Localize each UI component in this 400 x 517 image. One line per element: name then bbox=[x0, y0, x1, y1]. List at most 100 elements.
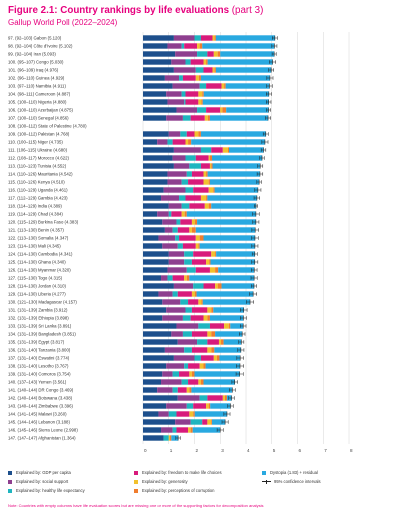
bar-segment-health bbox=[194, 35, 201, 41]
bar-segment-generosity bbox=[224, 323, 229, 329]
country-label: 119. (114–129) Chad (4.384) bbox=[8, 212, 63, 217]
bar-segment-freedom bbox=[203, 67, 213, 73]
country-label: 117. (112–129) Gambia (4.423) bbox=[8, 196, 68, 201]
legend-swatch-health bbox=[8, 488, 12, 493]
bar-segment-gdp bbox=[143, 115, 167, 121]
x-tick-label: 1 bbox=[170, 448, 173, 453]
country-label: 123. (114–130) Mali (4.345) bbox=[8, 244, 61, 249]
bar-segment-social bbox=[162, 315, 183, 321]
bar-segment-freedom bbox=[191, 259, 207, 265]
bar-segment-corruption bbox=[211, 347, 215, 353]
bar-segment-gdp bbox=[143, 195, 162, 201]
bar-segment-health bbox=[186, 403, 194, 409]
bar-segment-gdp bbox=[143, 235, 159, 241]
bar-segment-health bbox=[185, 307, 192, 313]
bar-segment-dystopia bbox=[211, 203, 257, 209]
bar-segment-freedom bbox=[186, 131, 195, 137]
bar-segment-gdp bbox=[143, 107, 177, 113]
country-label: 104. (98–111) Cameroon (4.887) bbox=[8, 92, 71, 97]
bar-segment-corruption bbox=[209, 155, 213, 161]
bar-segment-generosity bbox=[207, 419, 212, 425]
bar-segment-dystopia bbox=[214, 347, 241, 353]
bar-segment-dystopia bbox=[223, 339, 242, 345]
legend-swatch-corruption bbox=[134, 488, 138, 493]
bar-segment-dystopia bbox=[191, 387, 233, 393]
bar-segment-generosity bbox=[213, 355, 217, 361]
bar-segment-freedom bbox=[200, 163, 210, 169]
bar-segment-gdp bbox=[143, 339, 178, 345]
bar-segment-corruption bbox=[214, 67, 216, 73]
bar-segment-dystopia bbox=[194, 411, 227, 417]
bar-segment-dystopia bbox=[207, 171, 260, 177]
footnote: Note: Countries with empty columns have … bbox=[8, 503, 264, 508]
bar-segment-gdp bbox=[143, 299, 163, 305]
country-label: 115. (110–126) Kenya (4.510) bbox=[8, 180, 65, 185]
country-label: 101. (96–109) Iraq (4.976) bbox=[8, 68, 59, 73]
bar-segment-generosity bbox=[200, 195, 207, 201]
bar-segment-social bbox=[157, 211, 169, 217]
bar-segment-corruption bbox=[224, 395, 227, 401]
bar-segment-dystopia bbox=[216, 251, 255, 257]
bar-segment-dystopia bbox=[202, 43, 275, 49]
country-label: 143. (140–144) Zimbabwe (3.396) bbox=[8, 404, 74, 409]
bar-segment-freedom bbox=[207, 339, 219, 345]
bar-segment-freedom bbox=[206, 107, 221, 113]
legend-swatch-generosity bbox=[134, 479, 138, 484]
bar-segment-gdp bbox=[143, 347, 165, 353]
bar-segment-freedom bbox=[190, 115, 205, 121]
bar-segment-health bbox=[179, 195, 186, 201]
bar-segment-generosity bbox=[198, 91, 203, 97]
bar-segment-freedom bbox=[188, 179, 204, 185]
bar-segment-gdp bbox=[143, 243, 163, 249]
bar-segment-dystopia bbox=[202, 99, 269, 105]
country-label: 141. (140–144) DR Congo (3.469) bbox=[8, 388, 74, 393]
bar-segment-corruption bbox=[217, 51, 221, 57]
bar-segment-health bbox=[200, 147, 212, 153]
country-label: 125. (114–130) Ghana (4.340) bbox=[8, 260, 66, 265]
bar-segment-social bbox=[172, 155, 186, 161]
bar-segment-generosity bbox=[209, 267, 216, 273]
country-label: 136. (131–140) Tanzania (3.800) bbox=[8, 348, 71, 353]
country-label: 103. (97–110) Namibia (4.911) bbox=[8, 84, 66, 89]
bar-segment-social bbox=[167, 267, 187, 273]
bar-segment-corruption bbox=[193, 411, 195, 417]
legend-item-gdp: Explained by: GDP per capita bbox=[8, 470, 134, 475]
bar-segment-generosity bbox=[189, 227, 192, 233]
bar-segment-social bbox=[158, 411, 169, 417]
bar-segment-generosity bbox=[203, 171, 207, 177]
bar-segment-generosity bbox=[189, 411, 194, 417]
bar-segment-generosity bbox=[212, 35, 215, 41]
bar-segment-freedom bbox=[179, 371, 190, 377]
bar-segment-corruption bbox=[221, 339, 224, 345]
bar-segment-dystopia bbox=[202, 299, 251, 305]
legend-item-generosity: Explained by: generosity bbox=[134, 479, 262, 484]
bar-segment-dystopia bbox=[200, 131, 266, 137]
x-tick-label: 2 bbox=[196, 448, 199, 453]
bar-segment-gdp bbox=[143, 203, 169, 209]
bar-segment-generosity bbox=[204, 203, 209, 209]
confidence-interval-icon bbox=[262, 479, 271, 484]
bar-segment-dystopia bbox=[186, 211, 256, 217]
bar-segment-corruption bbox=[199, 235, 204, 241]
bar-segment-gdp bbox=[143, 419, 176, 425]
country-label: 112. (108–117) Morocco (4.622) bbox=[8, 156, 70, 161]
bar-segment-dystopia bbox=[225, 83, 270, 89]
bar-segment-freedom bbox=[177, 387, 187, 393]
bar-segment-generosity bbox=[181, 211, 185, 217]
bar-segment-generosity bbox=[213, 51, 218, 57]
bar-segment-corruption bbox=[202, 91, 204, 97]
bar-segment-social bbox=[173, 147, 201, 153]
legend: Explained by: GDP per capita Explained b… bbox=[8, 468, 394, 495]
bar-segment-health bbox=[168, 211, 172, 217]
country-label: 131. (131–139) Zambia (3.912) bbox=[8, 308, 68, 313]
bar-segment-generosity bbox=[203, 179, 209, 185]
bar-segment-health bbox=[184, 259, 192, 265]
bar-segment-health bbox=[194, 355, 201, 361]
bar-segment-corruption bbox=[190, 427, 193, 433]
bar-segment-social bbox=[166, 307, 186, 313]
bar-segment-dystopia bbox=[215, 67, 272, 73]
bar-segment-generosity bbox=[186, 387, 190, 393]
country-label: 129. (114–130) Liberia (4.277) bbox=[8, 292, 66, 297]
bar-segment-gdp bbox=[143, 435, 164, 441]
bar-segment-corruption bbox=[207, 115, 210, 121]
